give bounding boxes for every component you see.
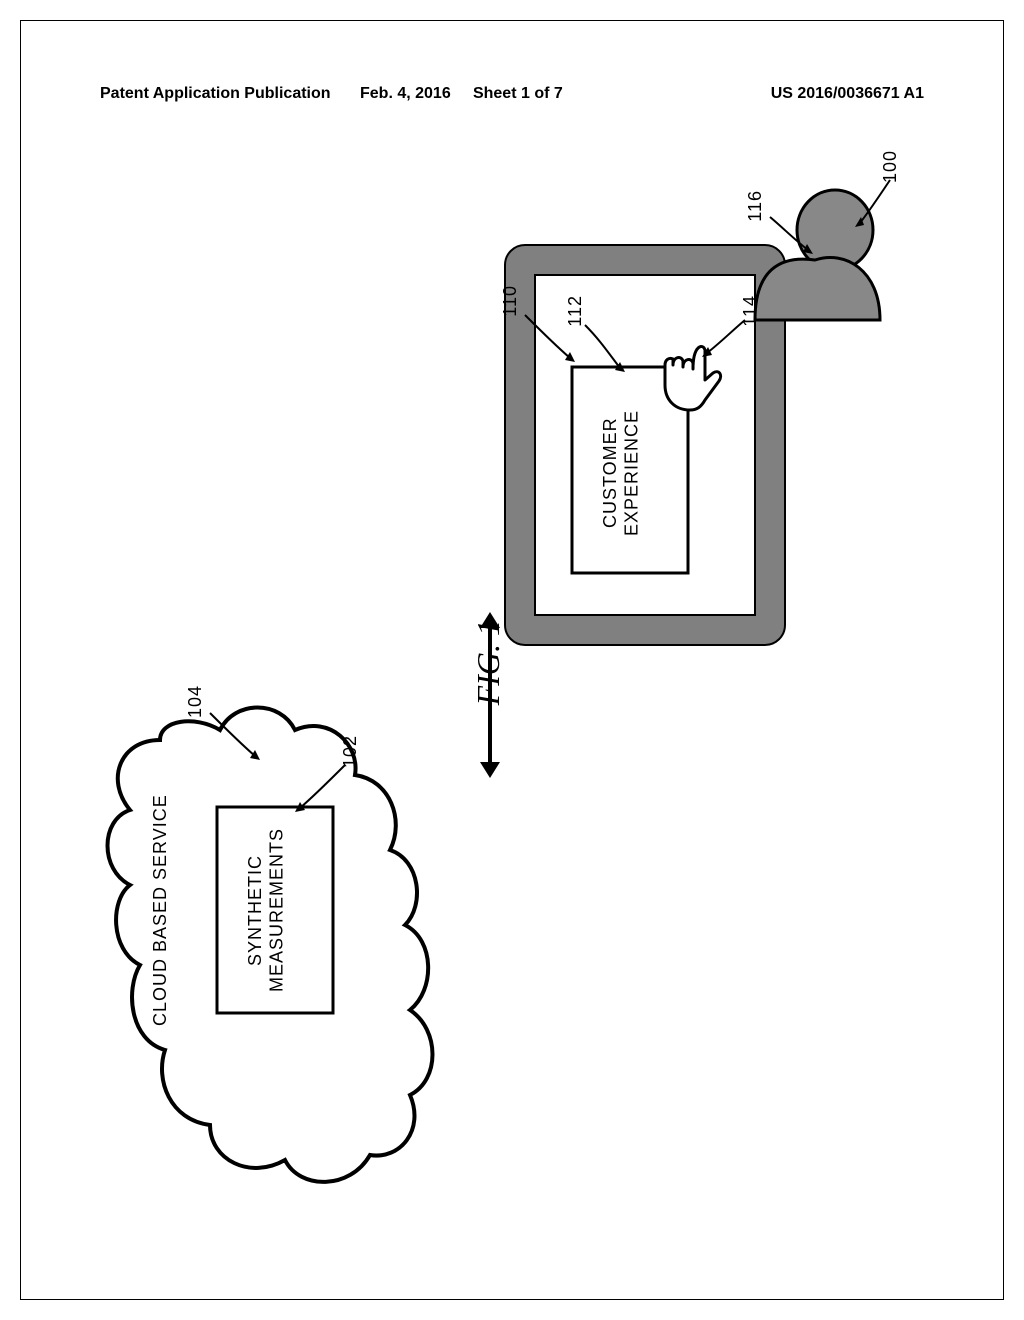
ref-116: 116 (745, 190, 767, 222)
ref-112: 112 (565, 295, 587, 327)
header-date-sheet: Feb. 4, 2016 Sheet 1 of 7 (360, 85, 563, 103)
ref-110: 110 (500, 285, 522, 317)
ref-112-leader (575, 320, 645, 375)
synthetic-label: SYNTHETIC MEASUREMENTS (245, 820, 288, 1000)
header-sheet: Sheet 1 of 7 (473, 85, 563, 102)
ref-116-leader (760, 212, 820, 257)
header-date: Feb. 4, 2016 (360, 85, 451, 102)
ref-100-leader (850, 175, 900, 230)
ref-100: 100 (880, 150, 902, 183)
customer-label: CUSTOMER EXPERIENCE (600, 385, 643, 560)
cloud-service-label: CLOUD BASED SERVICE (150, 780, 172, 1040)
diagram-area: 100 104 102 110 112 114 116 CLOUD BASED … (100, 140, 920, 1240)
ref-102: 102 (340, 735, 362, 768)
header-publication: Patent Application Publication (100, 85, 331, 103)
header-pubnum: US 2016/0036671 A1 (771, 85, 924, 103)
ref-114: 114 (740, 295, 762, 327)
figure-label: FIG. 1 (470, 620, 507, 705)
ref-102-leader (285, 760, 355, 815)
ref-104-leader (200, 708, 270, 763)
ref-104: 104 (185, 685, 207, 718)
